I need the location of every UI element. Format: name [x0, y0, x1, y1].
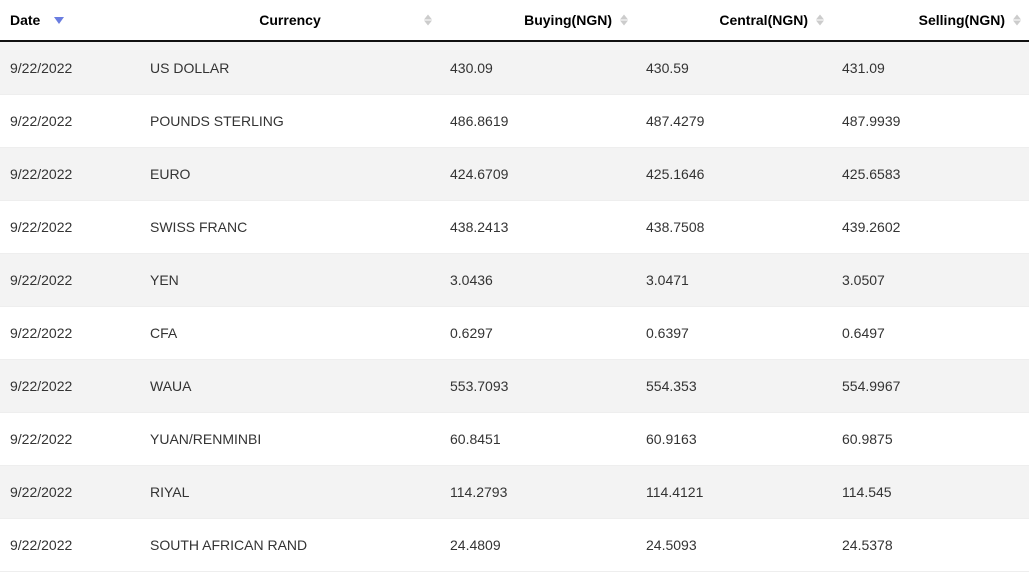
sort-arrows-icon	[1013, 15, 1021, 26]
cell-date: 9/22/2022	[0, 201, 140, 254]
table-row: 9/22/2022SOUTH AFRICAN RAND24.480924.509…	[0, 519, 1029, 572]
cell-currency: WAUA	[140, 360, 440, 413]
sort-arrows-icon	[620, 15, 628, 26]
cell-buying: 430.09	[440, 41, 636, 95]
cell-buying: 424.6709	[440, 148, 636, 201]
col-header-central[interactable]: Central(NGN)	[636, 0, 832, 41]
table-row: 9/22/2022YEN3.04363.04713.0507	[0, 254, 1029, 307]
cell-buying: 60.8451	[440, 413, 636, 466]
cell-date: 9/22/2022	[0, 360, 140, 413]
cell-selling: 425.6583	[832, 148, 1029, 201]
table-row: 9/22/2022RIYAL114.2793114.4121114.545	[0, 466, 1029, 519]
cell-date: 9/22/2022	[0, 519, 140, 572]
cell-currency: US DOLLAR	[140, 41, 440, 95]
cell-central: 3.0471	[636, 254, 832, 307]
cell-buying: 486.8619	[440, 95, 636, 148]
cell-buying: 553.7093	[440, 360, 636, 413]
cell-currency: YEN	[140, 254, 440, 307]
table-row: 9/22/2022US DOLLAR430.09430.59431.09	[0, 41, 1029, 95]
cell-buying: 438.2413	[440, 201, 636, 254]
cell-currency: RIYAL	[140, 466, 440, 519]
cell-central: 0.6397	[636, 307, 832, 360]
table-row: 9/22/2022YUAN/RENMINBI60.845160.916360.9…	[0, 413, 1029, 466]
cell-buying: 0.6297	[440, 307, 636, 360]
cell-buying: 114.2793	[440, 466, 636, 519]
cell-selling: 487.9939	[832, 95, 1029, 148]
cell-date: 9/22/2022	[0, 254, 140, 307]
table-row: 9/22/2022SWISS FRANC438.2413438.7508439.…	[0, 201, 1029, 254]
cell-date: 9/22/2022	[0, 413, 140, 466]
cell-date: 9/22/2022	[0, 148, 140, 201]
cell-date: 9/22/2022	[0, 95, 140, 148]
col-label: Central(NGN)	[719, 12, 808, 28]
cell-currency: POUNDS STERLING	[140, 95, 440, 148]
cell-buying: 24.4809	[440, 519, 636, 572]
cell-buying: 3.0436	[440, 254, 636, 307]
table-row: 9/22/2022WAUA553.7093554.353554.9967	[0, 360, 1029, 413]
table-row: 9/22/2022POUNDS STERLING486.8619487.4279…	[0, 95, 1029, 148]
cell-selling: 60.9875	[832, 413, 1029, 466]
cell-currency: SOUTH AFRICAN RAND	[140, 519, 440, 572]
cell-central: 554.353	[636, 360, 832, 413]
col-label: Buying(NGN)	[524, 12, 612, 28]
col-label: Currency	[259, 12, 320, 28]
cell-selling: 3.0507	[832, 254, 1029, 307]
table-body: 9/22/2022US DOLLAR430.09430.59431.099/22…	[0, 41, 1029, 572]
cell-selling: 554.9967	[832, 360, 1029, 413]
cell-selling: 114.545	[832, 466, 1029, 519]
cell-central: 425.1646	[636, 148, 832, 201]
table-header: Date Currency Buying(NGN) Central(NGN)	[0, 0, 1029, 41]
table-row: 9/22/2022CFA0.62970.63970.6497	[0, 307, 1029, 360]
col-header-selling[interactable]: Selling(NGN)	[832, 0, 1029, 41]
cell-central: 24.5093	[636, 519, 832, 572]
col-header-currency[interactable]: Currency	[140, 0, 440, 41]
cell-selling: 431.09	[832, 41, 1029, 95]
cell-central: 60.9163	[636, 413, 832, 466]
cell-currency: YUAN/RENMINBI	[140, 413, 440, 466]
cell-central: 438.7508	[636, 201, 832, 254]
cell-currency: CFA	[140, 307, 440, 360]
cell-selling: 439.2602	[832, 201, 1029, 254]
exchange-rates-table: Date Currency Buying(NGN) Central(NGN)	[0, 0, 1029, 572]
col-header-buying[interactable]: Buying(NGN)	[440, 0, 636, 41]
cell-central: 487.4279	[636, 95, 832, 148]
cell-selling: 24.5378	[832, 519, 1029, 572]
col-header-date[interactable]: Date	[0, 0, 140, 41]
sort-arrows-icon	[424, 15, 432, 26]
cell-selling: 0.6497	[832, 307, 1029, 360]
cell-currency: EURO	[140, 148, 440, 201]
sort-arrows-icon	[816, 15, 824, 26]
cell-date: 9/22/2022	[0, 307, 140, 360]
cell-date: 9/22/2022	[0, 466, 140, 519]
cell-date: 9/22/2022	[0, 41, 140, 95]
table-row: 9/22/2022EURO424.6709425.1646425.6583	[0, 148, 1029, 201]
col-label: Date	[10, 12, 40, 28]
sort-desc-icon	[54, 17, 64, 24]
col-label: Selling(NGN)	[919, 12, 1005, 28]
cell-currency: SWISS FRANC	[140, 201, 440, 254]
cell-central: 114.4121	[636, 466, 832, 519]
cell-central: 430.59	[636, 41, 832, 95]
